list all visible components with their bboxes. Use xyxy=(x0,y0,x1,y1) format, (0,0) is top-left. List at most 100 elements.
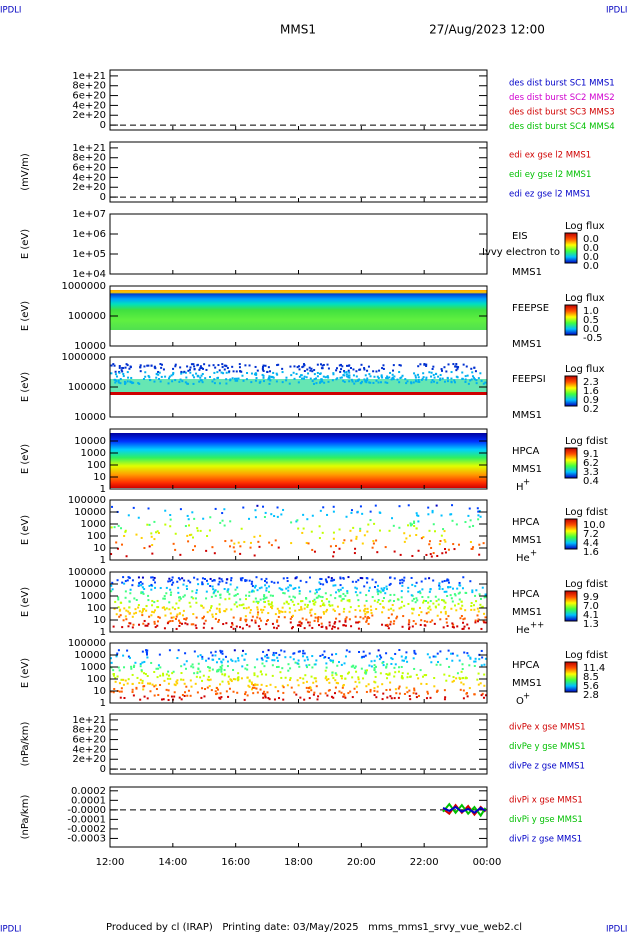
spectrogram-pixel xyxy=(470,605,473,608)
y-tick-label: 0.0001 xyxy=(71,795,106,806)
spectrogram-pixel xyxy=(268,382,271,385)
spectrogram-pixel xyxy=(172,367,175,370)
spectrogram-pixel xyxy=(425,612,428,615)
spectrogram-pixel xyxy=(296,624,299,627)
spectrogram-pixel xyxy=(315,659,318,662)
spectrogram-pixel xyxy=(266,619,269,622)
spectrogram-pixel xyxy=(343,662,346,665)
spectrogram-pixel xyxy=(189,371,192,374)
spectrogram-pixel xyxy=(282,508,285,511)
spectrogram-pixel xyxy=(462,618,465,621)
spectrogram-pixel xyxy=(158,653,161,656)
spectrogram-pixel xyxy=(188,534,191,537)
spectrogram-pixel xyxy=(374,671,377,674)
spectrogram-pixel xyxy=(172,542,175,545)
spectrogram-pixel xyxy=(470,602,473,605)
spectrogram-pixel xyxy=(115,613,118,616)
spectrogram-pixel xyxy=(136,676,139,679)
spectrogram-pixel xyxy=(227,588,230,591)
spectrogram-pixel xyxy=(244,691,247,694)
spectrogram-pixel xyxy=(124,590,127,593)
spectrogram-pixel xyxy=(208,669,211,672)
spectrogram-pixel xyxy=(276,515,279,518)
spectrogram-pixel xyxy=(476,614,479,617)
spectrogram-pixel xyxy=(332,659,335,662)
spectrogram-pixel xyxy=(129,592,132,595)
spectrogram-pixel xyxy=(143,685,146,688)
spectrogram-pixel xyxy=(353,552,356,555)
spectrogram-pixel xyxy=(260,619,263,622)
spectrogram-pixel xyxy=(302,649,305,652)
y-tick-label: 100000 xyxy=(68,567,106,578)
spectrogram-pixel xyxy=(239,370,242,373)
spectrogram-pixel xyxy=(135,598,138,601)
spectrogram-pixel xyxy=(139,364,142,367)
spectrogram-pixel xyxy=(462,576,465,579)
spectrogram-pixel xyxy=(294,577,297,580)
legend-entry: edi ex gse l2 MMS1 xyxy=(509,151,591,161)
spectrogram-pixel xyxy=(264,511,267,514)
spectrogram-pixel xyxy=(132,506,135,509)
spectrogram-pixel xyxy=(447,615,450,618)
spectrogram-pixel xyxy=(443,698,446,701)
spectrogram-pixel xyxy=(289,667,292,670)
spectrogram-pixel xyxy=(278,611,281,614)
spectrogram-pixel xyxy=(309,609,312,612)
spectrogram-pixel xyxy=(435,504,438,507)
spectrogram-pixel xyxy=(408,626,411,629)
spectrogram-pixel xyxy=(325,666,328,669)
spectrogram-pixel xyxy=(219,594,222,597)
spectrogram-pixel xyxy=(426,653,429,656)
colorbar xyxy=(564,304,578,336)
spectrogram-pixel xyxy=(383,587,386,590)
spectrogram-pixel xyxy=(389,695,392,698)
y-tick-label: -0.0001 xyxy=(67,814,106,825)
spectrogram-pixel xyxy=(270,601,273,604)
spectrogram-pixel xyxy=(311,548,314,551)
spectrogram-pixel xyxy=(225,371,228,374)
y-tick-label: 10 xyxy=(93,472,106,483)
spectrogram-pixel xyxy=(239,619,242,622)
spectrogram-pixel xyxy=(415,696,418,699)
spectrogram-pixel xyxy=(235,377,238,380)
spectrogram-pixel xyxy=(461,604,464,607)
spectrogram-pixel xyxy=(356,510,359,513)
spectrogram-pixel xyxy=(145,649,148,652)
colorbar-label: 0.2 xyxy=(583,404,599,415)
spectrogram-pixel xyxy=(293,377,296,380)
spectrogram-pixel xyxy=(274,613,277,616)
spectrogram-pixel xyxy=(173,695,176,698)
spectrogram-pixel xyxy=(402,579,405,582)
spectrogram-pixel xyxy=(348,618,351,621)
spectrogram-pixel xyxy=(193,517,196,520)
spectrogram-pixel xyxy=(114,370,117,373)
spectrogram-pixel xyxy=(405,537,408,540)
spectrogram-pixel xyxy=(143,588,146,591)
spectrogram-pixel xyxy=(461,663,464,666)
spectrogram-pixel xyxy=(481,605,484,608)
spectrogram-pixel xyxy=(393,675,396,678)
spectrogram-pixel xyxy=(450,513,453,516)
spectrogram-pixel xyxy=(171,619,174,622)
spectrogram-pixel xyxy=(120,690,123,693)
spectrogram-pixel xyxy=(219,521,222,524)
spectrogram-pixel xyxy=(273,659,276,662)
y-tick-label: 1 xyxy=(100,484,106,495)
spectrogram-pixel xyxy=(420,619,423,622)
spectrogram-pixel xyxy=(418,590,421,593)
spectrogram-pixel xyxy=(335,653,338,656)
spectrogram-pixel xyxy=(244,618,247,621)
spectrogram-pixel xyxy=(215,607,218,610)
spectrogram-pixel xyxy=(452,363,455,366)
y-tick-label: -0.0002 xyxy=(67,824,106,835)
y-axis-label: E (eV) xyxy=(20,301,31,331)
spectrogram-pixel xyxy=(302,527,305,530)
spectrogram-pixel xyxy=(151,552,154,555)
spectrogram-pixel xyxy=(361,542,364,545)
spectrogram-pixel xyxy=(382,606,385,609)
spectrogram-pixel xyxy=(237,541,240,544)
spectrogram-pixel xyxy=(467,627,470,630)
spectrogram-pixel xyxy=(251,686,254,689)
colorbar-label: 8.5 xyxy=(583,672,599,683)
spectrogram-pixel xyxy=(358,368,361,371)
